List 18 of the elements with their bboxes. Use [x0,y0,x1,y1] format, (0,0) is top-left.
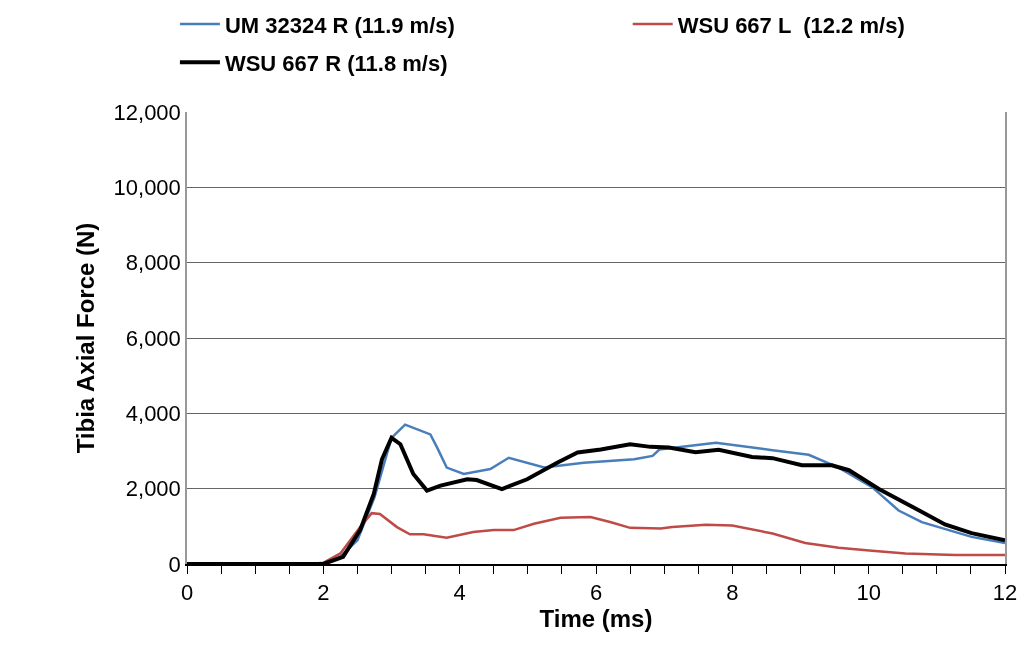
y-axis-title: Tibia Axial Force (N) [72,222,100,454]
legend-label: WSU 667 R (11.8 m/s) [224,50,448,76]
y-tick-label: 8,000 [125,250,181,276]
x-tick-label: 6 [589,580,603,606]
x-tick-label: 4 [453,580,466,606]
y-tick-label: 12,000 [113,99,181,125]
x-tick-label: 12 [992,580,1018,606]
x-tick-label: 2 [317,580,330,606]
y-tick-label: 2,000 [125,476,181,502]
y-tick-label: 6,000 [125,325,181,351]
legend-label: WSU 667 L (12.2 m/s) [677,12,905,38]
y-tick-label: 10,000 [113,175,181,201]
legend-label: UM 32324 R (11.9 m/s) [224,12,455,38]
x-tick-label: 10 [856,580,881,606]
x-axis-title: Time (ms) [539,605,653,633]
y-tick-label: 0 [168,551,181,577]
x-tick-label: 8 [726,580,739,606]
y-tick-label: 4,000 [125,401,181,427]
